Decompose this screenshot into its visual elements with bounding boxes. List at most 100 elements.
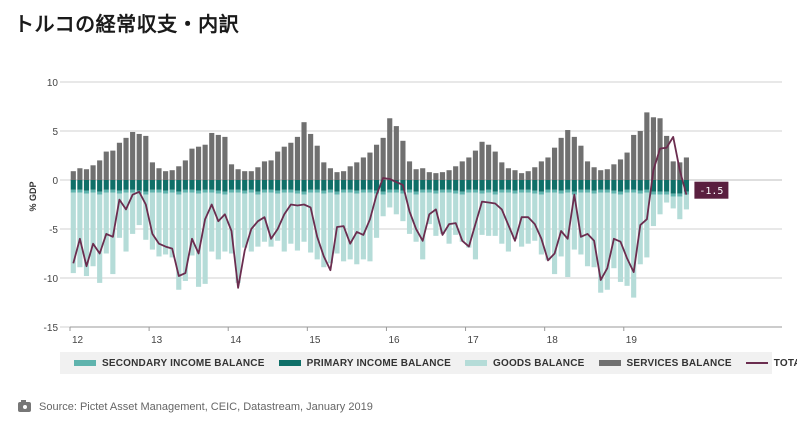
- secondary-bar: [116, 190, 123, 194]
- goods-bar: [354, 193, 360, 265]
- services-bar: [130, 131, 136, 180]
- services-bar: [347, 166, 353, 180]
- goods-bar: [677, 196, 683, 220]
- legend-item-secondary: SECONDARY INCOME BALANCE: [74, 358, 265, 369]
- primary-bar: [110, 180, 116, 190]
- secondary-bar: [97, 191, 103, 195]
- primary-bar: [288, 180, 294, 190]
- goods-bar: [347, 192, 353, 260]
- primary-bar: [420, 180, 426, 190]
- secondary-bar: [631, 189, 637, 193]
- goods-bar: [130, 192, 136, 234]
- secondary-bar: [354, 190, 360, 194]
- goods-bar: [439, 192, 446, 234]
- secondary-bar: [479, 190, 485, 194]
- legend-label: SECONDARY INCOME BALANCE: [102, 357, 265, 369]
- secondary-bar: [334, 191, 340, 195]
- secondary-bar: [532, 190, 538, 194]
- primary-bar: [301, 180, 307, 192]
- secondary-bar: [202, 189, 208, 193]
- legend: SECONDARY INCOME BALANCE PRIMARY INCOME B…: [60, 352, 797, 374]
- services-bar: [650, 117, 657, 180]
- goods-bar: [103, 192, 109, 254]
- goods-bar: [604, 192, 610, 290]
- goods-bar: [413, 194, 419, 242]
- goods-bar: [499, 192, 505, 244]
- goods-bar: [532, 193, 538, 241]
- goods-bar: [644, 192, 650, 258]
- primary-bar: [327, 180, 333, 190]
- services-bar: [664, 135, 670, 180]
- goods-bar: [611, 193, 617, 269]
- primary-bar: [143, 180, 149, 192]
- goods-bar: [308, 192, 314, 253]
- legend-swatch: [74, 360, 96, 366]
- services-bar: [578, 145, 584, 180]
- services-bar: [670, 161, 676, 180]
- primary-bar: [505, 180, 511, 190]
- secondary-bar: [459, 191, 465, 195]
- primary-bar: [321, 180, 327, 191]
- secondary-bar: [637, 190, 643, 194]
- services-bar: [532, 167, 538, 180]
- goods-bar: [650, 194, 657, 227]
- primary-bar: [532, 180, 538, 191]
- goods-bar: [664, 194, 670, 203]
- primary-bar: [499, 180, 505, 190]
- secondary-bar: [176, 191, 182, 195]
- secondary-bar: [400, 190, 406, 194]
- camera-icon: [18, 400, 31, 412]
- secondary-bar: [591, 190, 597, 194]
- primary-bar: [611, 180, 617, 191]
- secondary-bar: [551, 189, 558, 193]
- services-bar: [123, 137, 129, 180]
- services-bar: [360, 157, 366, 180]
- goods-bar: [314, 192, 320, 260]
- goods-bar: [591, 193, 597, 268]
- services-bar: [169, 170, 175, 180]
- primary-bar: [156, 180, 162, 190]
- goods-bar: [387, 192, 393, 208]
- secondary-bar: [519, 189, 525, 193]
- secondary-bar: [406, 189, 413, 193]
- secondary-bar: [156, 189, 162, 193]
- secondary-bar: [83, 190, 90, 194]
- secondary-bar: [242, 190, 248, 194]
- total-line: [72, 135, 688, 289]
- secondary-bar: [222, 191, 228, 195]
- services-bar: [136, 133, 142, 180]
- secondary-bar: [486, 189, 492, 193]
- primary-bar: [294, 180, 301, 191]
- secondary-bar: [110, 189, 116, 193]
- primary-bar: [248, 180, 254, 190]
- services-bar: [228, 164, 235, 180]
- secondary-bar: [123, 189, 129, 193]
- secondary-bar: [538, 191, 544, 195]
- secondary-bar: [650, 191, 657, 195]
- primary-bar: [275, 180, 281, 191]
- secondary-bar: [558, 190, 564, 194]
- goods-bar: [77, 192, 83, 268]
- services-bar: [222, 136, 228, 180]
- primary-bar: [222, 180, 228, 192]
- services-bar: [195, 146, 202, 180]
- x-tick-label: 15: [309, 335, 321, 346]
- services-bar: [308, 133, 314, 180]
- primary-bar: [617, 180, 624, 192]
- primary-bar: [182, 180, 188, 190]
- goods-bar: [420, 192, 426, 260]
- y-tick-label: -15: [44, 323, 59, 334]
- secondary-bar: [248, 189, 254, 193]
- legend-swatch: [465, 360, 487, 366]
- primary-bar: [228, 180, 235, 190]
- secondary-bar: [235, 189, 241, 193]
- services-bar: [571, 136, 577, 180]
- services-bar: [624, 152, 630, 180]
- primary-bar: [512, 180, 518, 191]
- primary-bar: [492, 180, 498, 192]
- services-bar: [393, 126, 399, 180]
- services-bar: [116, 142, 123, 180]
- primary-bar: [308, 180, 314, 190]
- y-tick-label: 0: [52, 176, 58, 187]
- goods-bar: [97, 194, 103, 283]
